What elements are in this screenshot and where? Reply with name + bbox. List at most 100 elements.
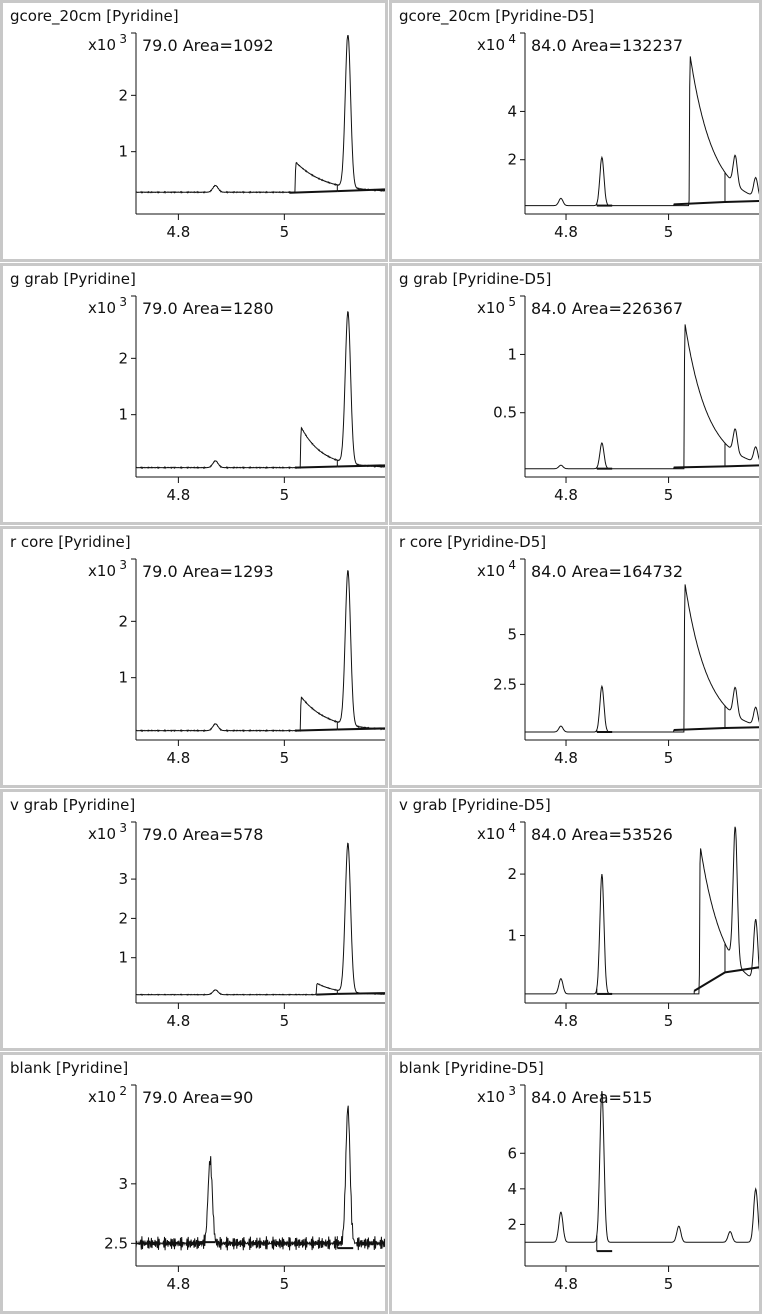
chart-title: v grab [Pyridine] bbox=[10, 796, 136, 814]
x-tick-label: 5 bbox=[664, 749, 674, 767]
chart-panel: blank [Pyridine] 2.5 3 x10 2 4.8 5 79.0 Area=90 bbox=[0, 1052, 388, 1314]
y-tick-label: 2 bbox=[118, 86, 128, 104]
y-scale-exponent: 4 bbox=[508, 32, 516, 46]
integration-baseline bbox=[673, 200, 726, 206]
y-tick-label: 4 bbox=[507, 102, 517, 120]
x-tick-label: 4.8 bbox=[554, 1275, 578, 1293]
chart-title: gcore_20cm [Pyridine] bbox=[10, 7, 179, 25]
y-scale-label: x10 bbox=[477, 825, 505, 843]
y-scale-exponent: 4 bbox=[508, 821, 516, 835]
y-tick-label: 2 bbox=[507, 151, 517, 169]
x-tick-label: 5 bbox=[280, 749, 290, 767]
y-tick-label: 1 bbox=[118, 143, 128, 161]
y-tick-label: 1 bbox=[118, 669, 128, 687]
chart-title: v grab [Pyridine-D5] bbox=[399, 796, 551, 814]
chart-panel: gcore_20cm [Pyridine] 1 2 x10 3 4.8 5 79.0 Area… bbox=[0, 0, 388, 262]
chart-panel: r core [Pyridine] 1 2 x10 3 4.8 5 79.0 Area=129… bbox=[0, 526, 388, 788]
y-tick-label: 2.5 bbox=[493, 675, 517, 693]
integration-baseline bbox=[724, 966, 759, 974]
chromatogram-plot: 1 2 x10 3 4.8 5 79.0 Area=1280 bbox=[88, 295, 385, 504]
x-tick-label: 4.8 bbox=[554, 749, 578, 767]
integration-baseline bbox=[673, 727, 726, 732]
chromatogram-trace bbox=[525, 324, 759, 470]
x-tick-label: 5 bbox=[664, 1012, 674, 1030]
y-tick-label: 1 bbox=[507, 345, 517, 363]
chart-title: r core [Pyridine-D5] bbox=[399, 533, 547, 551]
y-scale-exponent: 3 bbox=[119, 821, 127, 835]
y-tick-label: 2 bbox=[507, 865, 517, 883]
chart-title: g grab [Pyridine] bbox=[10, 270, 136, 288]
x-tick-label: 5 bbox=[664, 1275, 674, 1293]
x-tick-label: 4.8 bbox=[166, 486, 190, 504]
y-scale-exponent: 2 bbox=[119, 1084, 127, 1098]
y-tick-label: 6 bbox=[507, 1144, 517, 1162]
integration-baseline bbox=[724, 199, 759, 203]
integration-baseline bbox=[294, 465, 338, 469]
y-scale-exponent: 5 bbox=[508, 295, 516, 309]
y-scale-label: x10 bbox=[88, 1088, 116, 1106]
chromatogram-plot: 2 4 6 x10 3 4.8 5 84.0 Area=515 bbox=[477, 1084, 759, 1293]
chart-panel: r core [Pyridine-D5] 2.5 5 x10 4 4.8 5 84.0 Are… bbox=[389, 526, 762, 788]
y-tick-label: 2 bbox=[118, 909, 128, 927]
y-scale-label: x10 bbox=[88, 562, 116, 580]
y-scale-exponent: 4 bbox=[508, 558, 516, 572]
integration-baseline bbox=[337, 188, 385, 193]
chart-panel: g grab [Pyridine] 1 2 x10 3 4.8 5 79.0 Area=128… bbox=[0, 263, 388, 525]
x-tick-label: 4.8 bbox=[166, 749, 190, 767]
integration-baseline bbox=[724, 726, 759, 730]
y-tick-label: 4 bbox=[507, 1180, 517, 1198]
chart-title: blank [Pyridine-D5] bbox=[399, 1059, 544, 1077]
x-tick-label: 5 bbox=[280, 1275, 290, 1293]
x-tick-label: 4.8 bbox=[166, 223, 190, 241]
integration-baseline bbox=[337, 464, 385, 468]
chromatogram-plot: 2.5 5 x10 4 4.8 5 84.0 Area=164732 bbox=[477, 558, 759, 767]
y-scale-exponent: 3 bbox=[119, 32, 127, 46]
peak-annotation: 84.0 Area=53526 bbox=[531, 825, 673, 844]
x-tick-label: 4.8 bbox=[166, 1275, 190, 1293]
chart-title: g grab [Pyridine-D5] bbox=[399, 270, 552, 288]
peak-annotation: 79.0 Area=578 bbox=[142, 825, 263, 844]
y-tick-label: 1 bbox=[118, 406, 128, 424]
y-scale-label: x10 bbox=[477, 1088, 505, 1106]
integration-baseline bbox=[724, 464, 759, 468]
chart-panel: blank [Pyridine-D5] 2 4 6 x10 3 4.8 5 84.0 Area=… bbox=[389, 1052, 762, 1314]
x-tick-label: 5 bbox=[664, 223, 674, 241]
chromatogram-plot: 1 2 x10 3 4.8 5 79.0 Area=1092 bbox=[88, 32, 385, 241]
y-scale-label: x10 bbox=[477, 299, 505, 317]
chart-title: blank [Pyridine] bbox=[10, 1059, 129, 1077]
chromatogram-trace bbox=[135, 570, 385, 733]
peak-annotation: 79.0 Area=1293 bbox=[142, 562, 274, 581]
chromatogram-trace bbox=[135, 842, 385, 996]
y-tick-label: 1 bbox=[118, 949, 128, 967]
chromatogram-trace bbox=[525, 56, 759, 207]
x-tick-label: 4.8 bbox=[554, 486, 578, 504]
peak-annotation: 84.0 Area=226367 bbox=[531, 299, 683, 318]
chromatogram-plot: 1 2 x10 4 4.8 5 84.0 Area=53526 bbox=[477, 821, 759, 1030]
integration-baseline bbox=[673, 465, 726, 469]
y-tick-label: 2 bbox=[118, 349, 128, 367]
integration-baseline bbox=[316, 992, 338, 996]
y-scale-label: x10 bbox=[88, 299, 116, 317]
integration-baseline bbox=[693, 971, 726, 992]
integration-baseline bbox=[289, 190, 338, 194]
chart-panel: v grab [Pyridine-D5] 1 2 x10 4 4.8 5 84.0 Area=… bbox=[389, 789, 762, 1051]
chromatogram-trace bbox=[135, 35, 385, 194]
chromatogram-trace bbox=[525, 584, 759, 733]
chromatogram-trace bbox=[135, 311, 385, 470]
y-tick-label: 3 bbox=[118, 1175, 128, 1193]
x-tick-label: 5 bbox=[280, 486, 290, 504]
peak-annotation: 79.0 Area=1280 bbox=[142, 299, 274, 318]
chromatogram-plot: 2.5 3 x10 2 4.8 5 79.0 Area=90 bbox=[88, 1084, 385, 1293]
x-tick-label: 4.8 bbox=[554, 223, 578, 241]
y-tick-label: 1 bbox=[507, 927, 517, 945]
y-tick-label: 5 bbox=[507, 626, 517, 644]
peak-annotation: 84.0 Area=132237 bbox=[531, 36, 683, 55]
chart-title: r core [Pyridine] bbox=[10, 533, 131, 551]
chromatogram-trace bbox=[135, 1105, 385, 1251]
y-tick-label: 3 bbox=[118, 870, 128, 888]
x-tick-label: 4.8 bbox=[166, 1012, 190, 1030]
y-tick-label: 0.5 bbox=[493, 404, 517, 422]
